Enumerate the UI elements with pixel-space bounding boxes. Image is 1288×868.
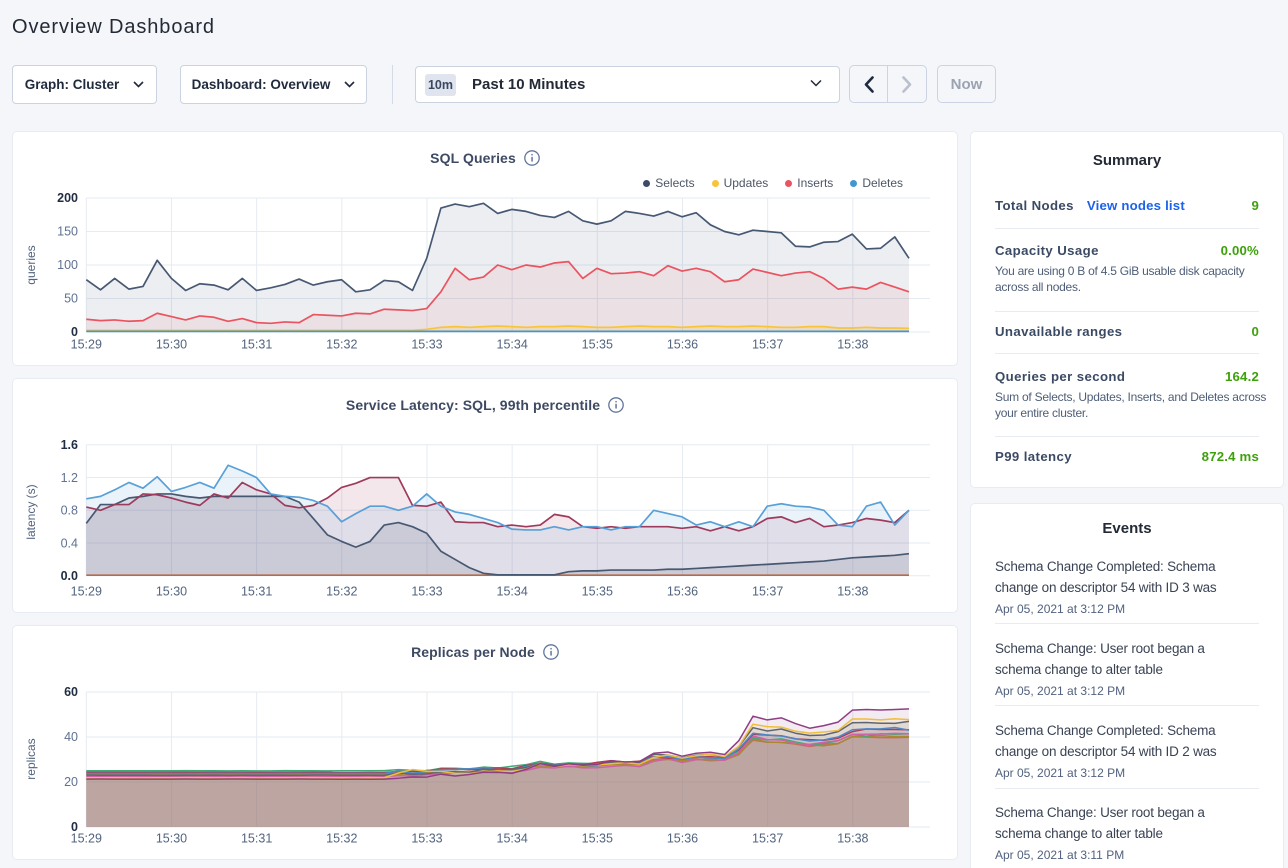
svg-text:20: 20 xyxy=(64,775,78,789)
svg-text:60: 60 xyxy=(64,685,78,699)
svg-text:0.0: 0.0 xyxy=(61,569,78,583)
svg-text:15:29: 15:29 xyxy=(71,585,102,599)
svg-text:15:34: 15:34 xyxy=(497,832,528,846)
svg-text:15:35: 15:35 xyxy=(582,832,613,846)
svg-text:15:35: 15:35 xyxy=(582,338,613,352)
svg-text:50: 50 xyxy=(64,292,78,306)
svg-text:15:34: 15:34 xyxy=(497,338,528,352)
svg-text:0.8: 0.8 xyxy=(61,504,78,518)
svg-text:15:38: 15:38 xyxy=(837,585,868,599)
svg-text:200: 200 xyxy=(57,191,78,205)
svg-text:15:30: 15:30 xyxy=(156,338,187,352)
svg-text:15:33: 15:33 xyxy=(411,585,442,599)
svg-text:15:37: 15:37 xyxy=(752,832,783,846)
svg-text:15:34: 15:34 xyxy=(497,585,528,599)
svg-text:15:35: 15:35 xyxy=(582,585,613,599)
svg-text:15:38: 15:38 xyxy=(837,338,868,352)
svg-text:15:31: 15:31 xyxy=(241,832,272,846)
svg-text:15:38: 15:38 xyxy=(837,832,868,846)
svg-text:0: 0 xyxy=(71,325,78,339)
svg-text:15:31: 15:31 xyxy=(241,585,272,599)
svg-text:15:32: 15:32 xyxy=(326,832,357,846)
svg-text:15:37: 15:37 xyxy=(752,585,783,599)
svg-text:15:32: 15:32 xyxy=(326,585,357,599)
svg-text:15:31: 15:31 xyxy=(241,338,272,352)
svg-text:15:36: 15:36 xyxy=(667,585,698,599)
svg-text:0.4: 0.4 xyxy=(61,536,78,550)
svg-text:15:32: 15:32 xyxy=(326,338,357,352)
svg-text:15:30: 15:30 xyxy=(156,832,187,846)
svg-text:15:30: 15:30 xyxy=(156,585,187,599)
svg-text:15:36: 15:36 xyxy=(667,338,698,352)
svg-text:1.2: 1.2 xyxy=(61,471,78,485)
svg-text:1.6: 1.6 xyxy=(61,438,78,452)
svg-text:15:36: 15:36 xyxy=(667,832,698,846)
svg-text:40: 40 xyxy=(64,730,78,744)
svg-text:15:29: 15:29 xyxy=(71,832,102,846)
svg-text:100: 100 xyxy=(57,258,78,272)
svg-text:replicas: replicas xyxy=(24,738,38,779)
svg-text:queries: queries xyxy=(24,245,38,284)
svg-text:150: 150 xyxy=(57,225,78,239)
svg-text:15:37: 15:37 xyxy=(752,338,783,352)
svg-text:15:29: 15:29 xyxy=(71,338,102,352)
svg-text:15:33: 15:33 xyxy=(411,832,442,846)
svg-text:latency (s): latency (s) xyxy=(24,484,38,539)
svg-text:0: 0 xyxy=(71,820,78,834)
svg-text:15:33: 15:33 xyxy=(411,338,442,352)
